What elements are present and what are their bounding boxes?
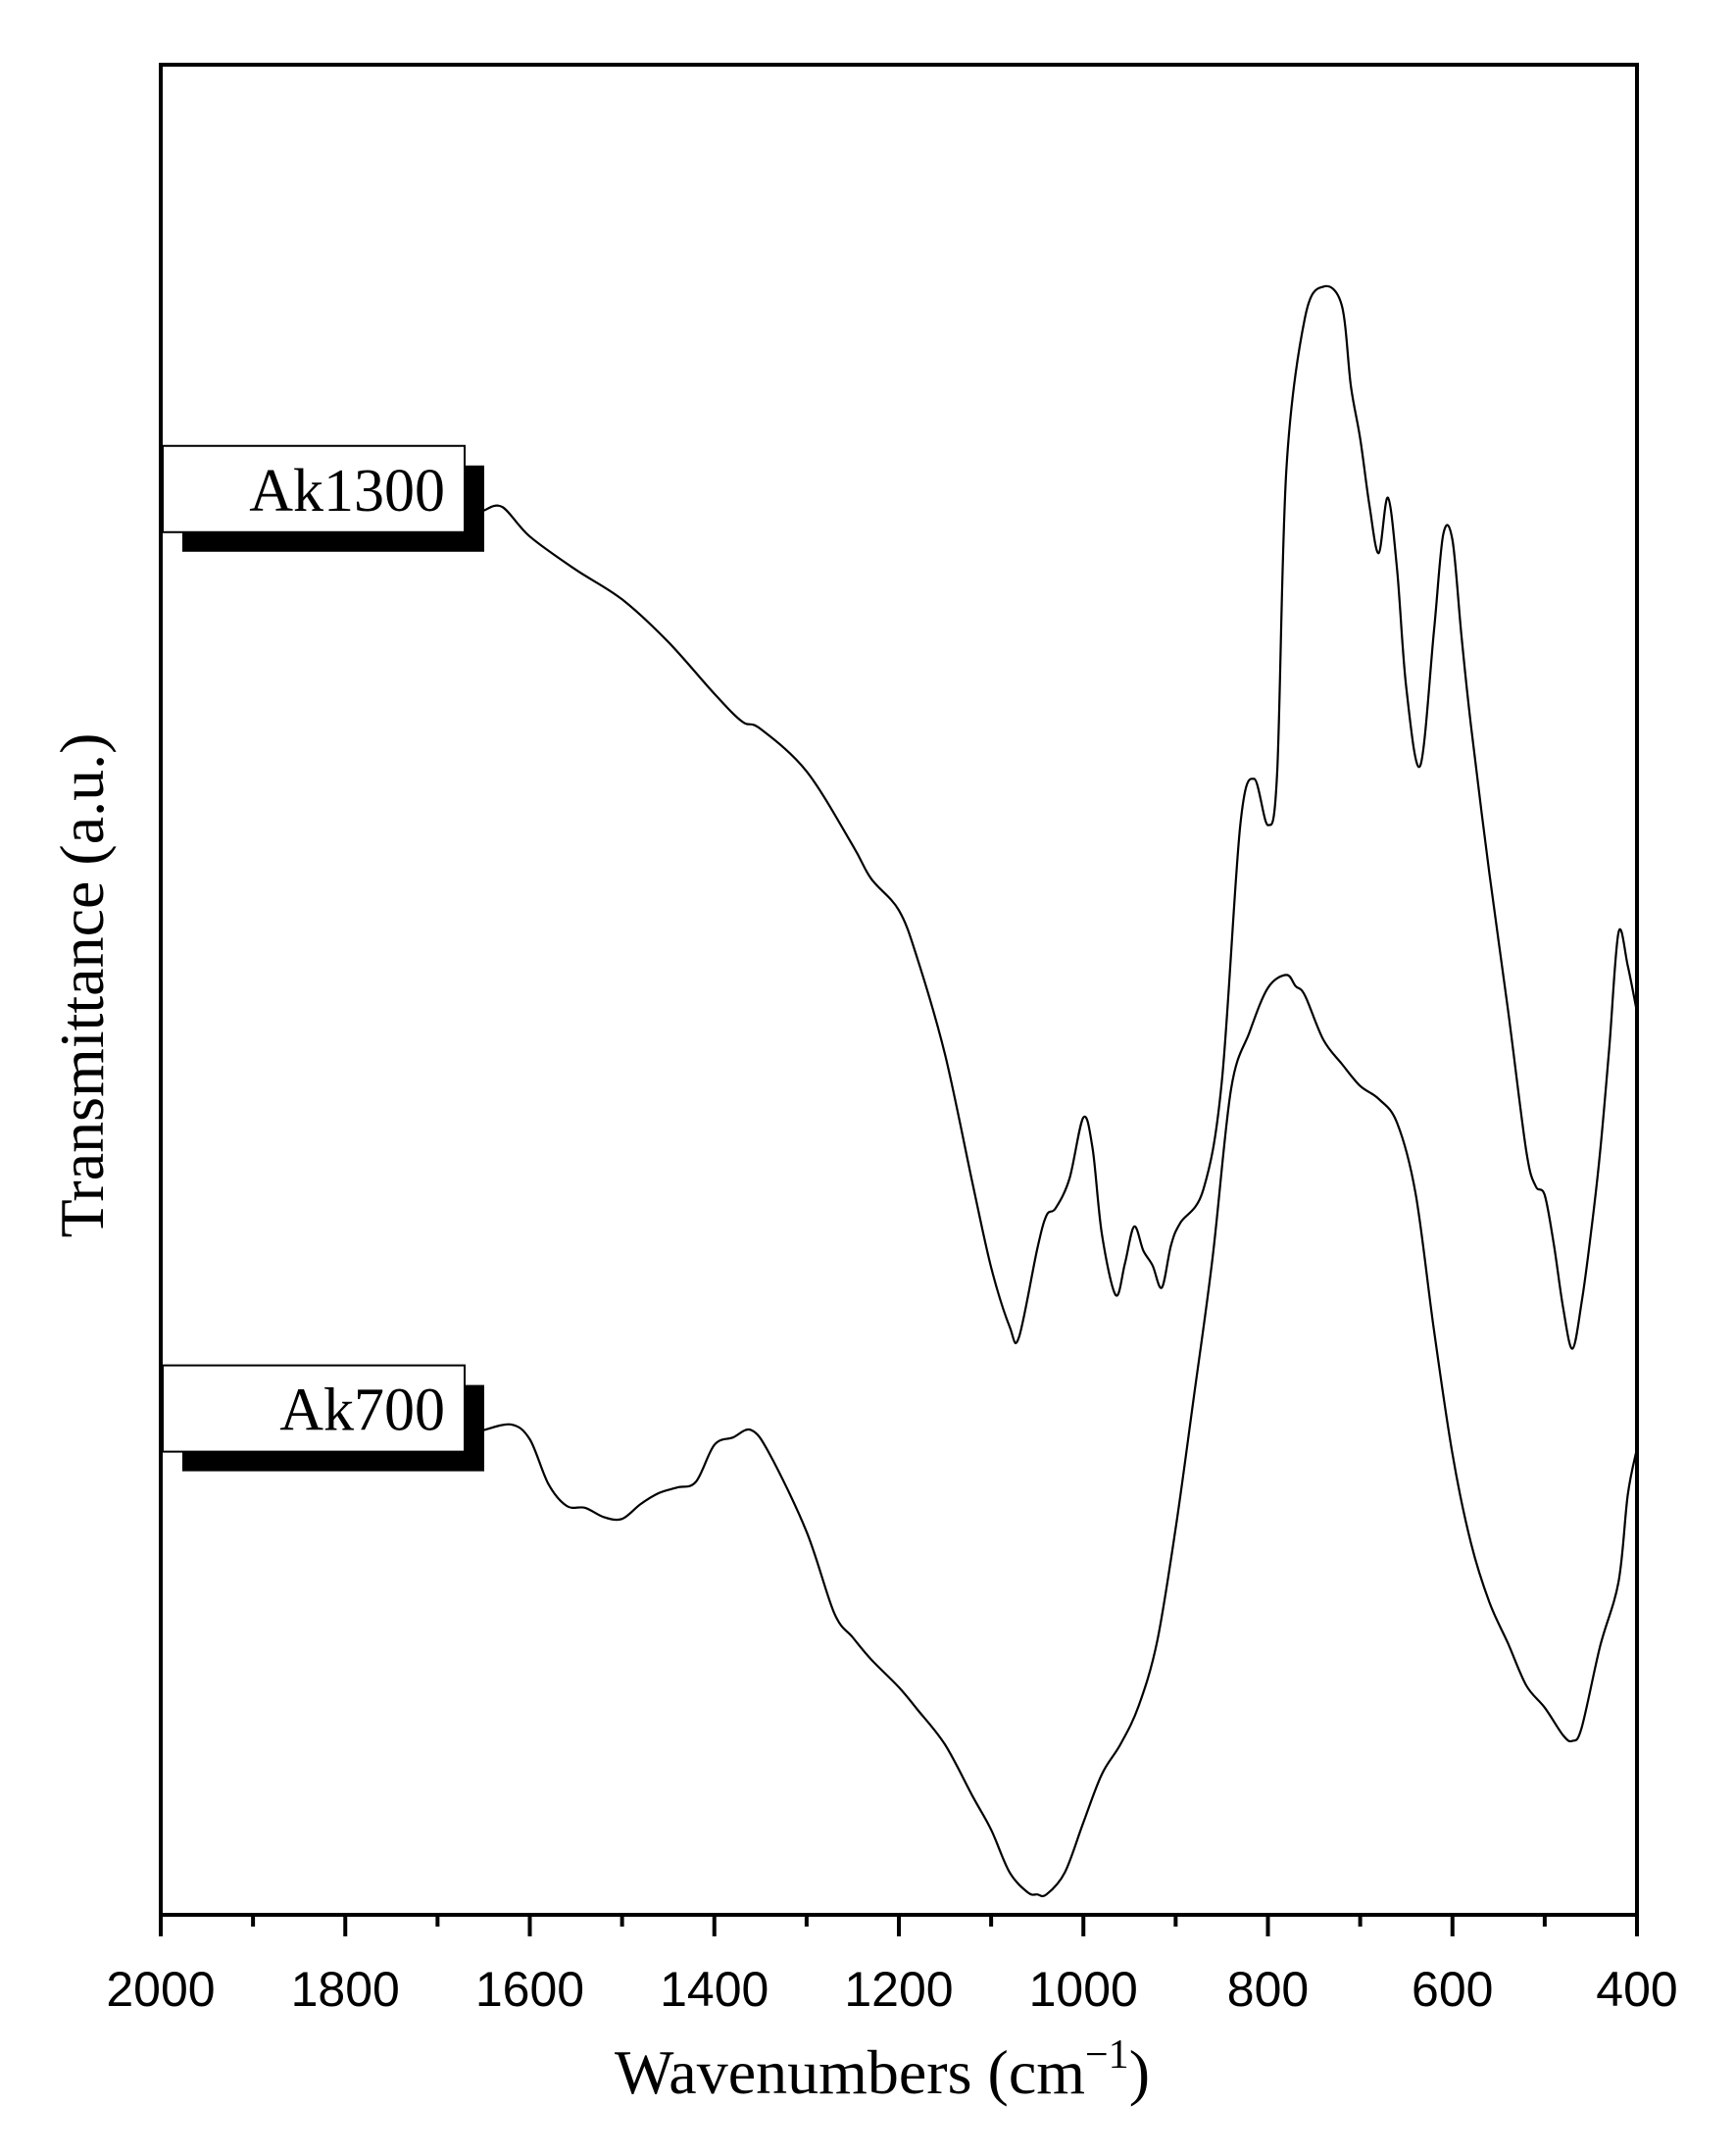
- x-tick-label: 600: [1412, 1962, 1493, 2017]
- y-axis-title: Transmittance (a.u.): [47, 733, 117, 1238]
- x-axis-title-close: ): [1129, 2037, 1150, 2107]
- series-label-box: [162, 444, 466, 533]
- series-line-ak1300: [483, 284, 1639, 1350]
- x-tick-label: 1800: [291, 1962, 400, 2017]
- series-label-box: [162, 1364, 466, 1453]
- series-label-ak1300: Ak1300: [162, 444, 484, 552]
- x-tick-label: 1400: [660, 1962, 768, 2017]
- x-tick-label: 1000: [1029, 1962, 1138, 2017]
- x-tick-label: 1600: [475, 1962, 584, 2017]
- x-tick-label: 400: [1596, 1962, 1677, 2017]
- x-tick-label: 2000: [106, 1962, 215, 2017]
- x-axis-tick-labels: 2000 1800 1600 1400 1200 1000 800 600 400: [106, 1962, 1677, 2017]
- series-label-text: Ak700: [279, 1378, 445, 1444]
- x-axis-title-superscript: −1: [1085, 2032, 1129, 2078]
- series-label-ak700: Ak700: [162, 1364, 484, 1472]
- x-tick-label: 1200: [844, 1962, 953, 2017]
- series-label-text: Ak1300: [249, 458, 445, 525]
- x-axis-title-main: Wavenumbers (cm: [615, 2037, 1085, 2107]
- x-axis-title: Wavenumbers (cm−1): [615, 2032, 1150, 2107]
- x-axis-ticks: [159, 1915, 1639, 1936]
- x-tick-label: 800: [1227, 1962, 1309, 2017]
- series-labels: Ak1300 Ak700: [162, 444, 484, 1472]
- series-line-ak700: [483, 974, 1639, 1898]
- plot-frame: [159, 63, 1639, 1917]
- series-lines: [483, 284, 1639, 1898]
